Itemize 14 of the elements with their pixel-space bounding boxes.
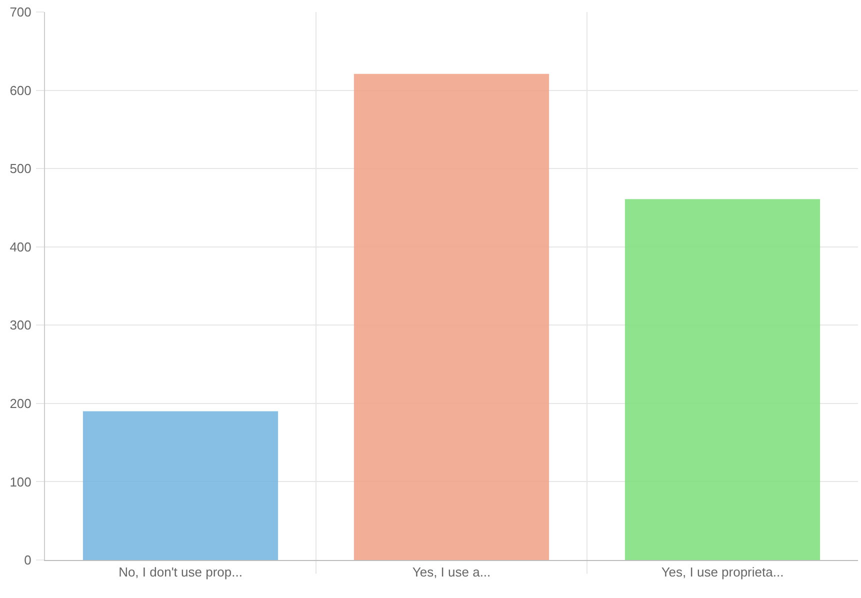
bar [354,74,550,560]
y-tick-label: 0 [24,552,32,568]
x-tick-label: Yes, I use a... [412,564,491,580]
y-tick-label: 600 [10,82,32,98]
y-tick-label: 300 [10,318,32,333]
y-tick-label: 700 [10,4,32,20]
y-tick-label: 100 [10,474,32,490]
x-tick-label: Yes, I use proprieta... [661,564,784,580]
y-tick-label: 200 [10,396,32,411]
bar [624,199,820,560]
y-tick-label: 400 [10,239,32,254]
y-tick-label: 500 [10,161,32,176]
x-tick-label: No, I don't use prop... [118,564,242,580]
bar [82,411,278,560]
